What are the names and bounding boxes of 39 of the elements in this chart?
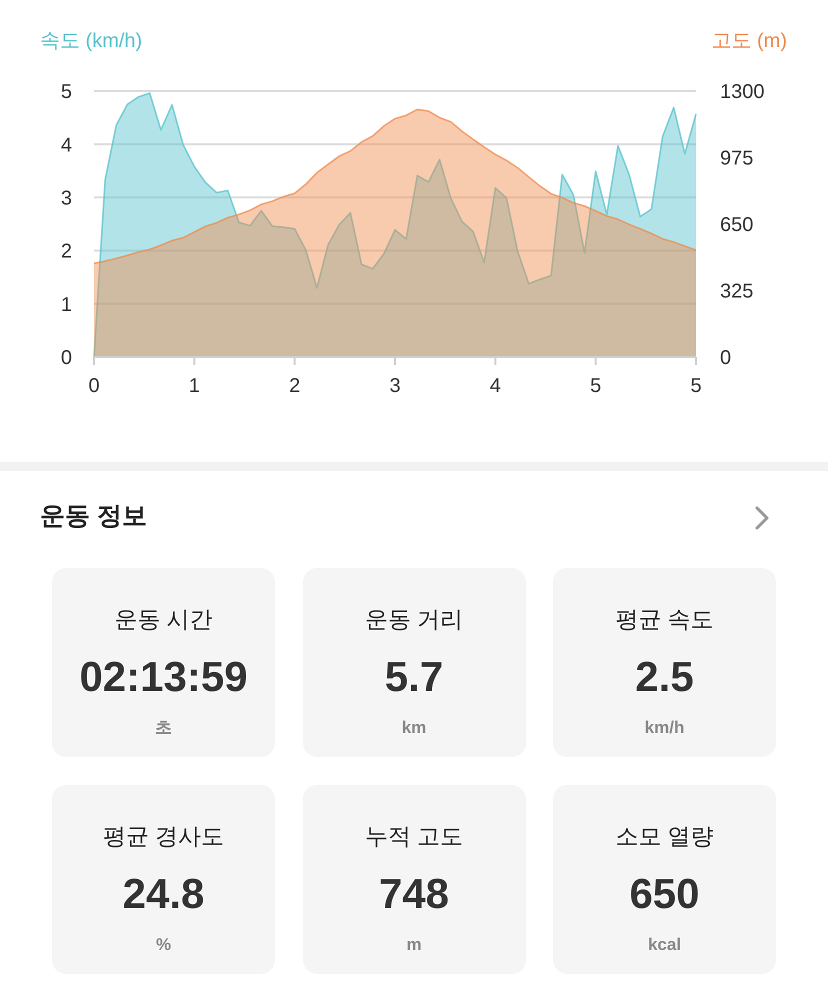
text: 운동 거리: [364, 605, 464, 634]
text: 5.7: [384, 653, 444, 701]
text: km: [400, 717, 428, 739]
y-tick-label: 4: [60, 134, 72, 156]
x-tick-label: 2: [289, 375, 300, 398]
y2-tick-label: 325: [720, 280, 754, 303]
text: 평균 속도: [614, 605, 715, 634]
x-tick-label: 5: [690, 375, 702, 398]
text: %: [154, 934, 172, 956]
x-tick-label: 0: [88, 375, 100, 398]
text: 650: [628, 870, 701, 918]
y-tick-label: 2: [60, 240, 72, 263]
x-tick-label: 4: [490, 375, 501, 398]
y2-tick-label: 0: [720, 347, 732, 370]
y-tick-label: 0: [60, 347, 72, 370]
y2-tick-label: 650: [720, 214, 754, 236]
x-tick-label: 1: [188, 375, 200, 398]
y2-axis-title: 고도 (m): [711, 29, 787, 54]
text: 748: [378, 870, 450, 918]
text: 02:13:59: [78, 653, 249, 701]
text: 운동 시간: [113, 605, 214, 634]
text: 운동 정보: [40, 501, 147, 532]
y2-tick-label: 1300: [720, 81, 764, 104]
text: kcal: [646, 934, 682, 956]
text: 초: [154, 717, 173, 739]
text: 24.8: [122, 870, 206, 918]
y-tick-label: 5: [60, 81, 72, 104]
x-tick-label: 3: [389, 375, 401, 398]
text: 2.5: [634, 653, 695, 701]
text: 누적 고도: [364, 822, 464, 851]
text: km/h: [644, 717, 686, 739]
y-tick-label: 3: [60, 188, 72, 210]
text: m: [405, 934, 423, 956]
text: 평균 경사도: [102, 822, 226, 851]
y-tick-label: 1: [60, 294, 72, 316]
text: 소모 열량: [614, 822, 715, 851]
y-axis-title: 속도 (km/h): [40, 29, 142, 54]
x-tick-label: 5: [590, 375, 602, 398]
y2-tick-label: 975: [720, 148, 754, 170]
